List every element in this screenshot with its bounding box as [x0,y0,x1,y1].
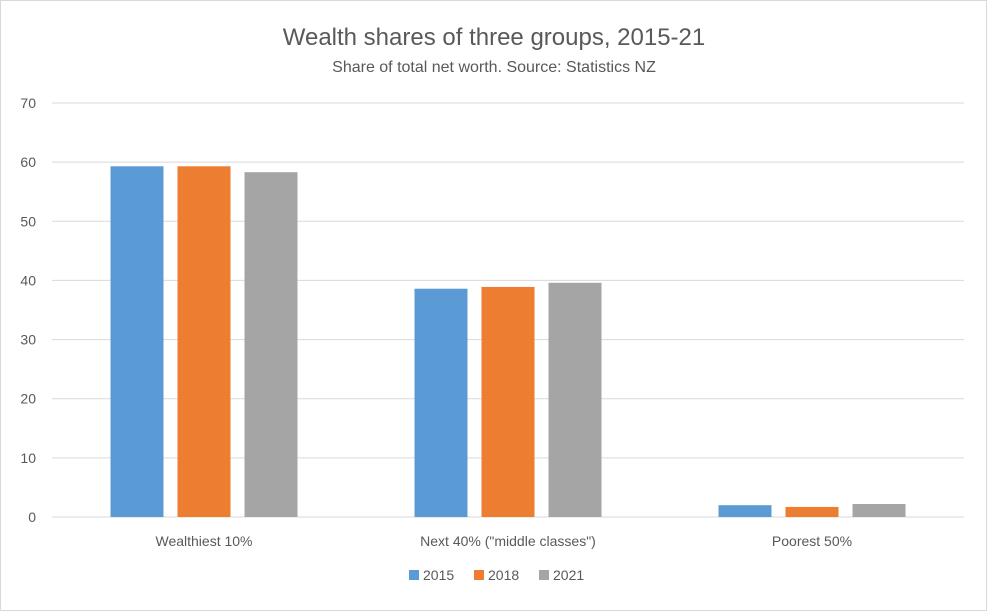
legend-swatch [539,570,549,580]
bar-2015-0 [110,166,164,518]
y-axis-ticks: 0 10 20 30 40 50 60 70 [20,95,36,525]
legend: 2015 2018 2021 [409,567,584,583]
y-tick-label: 70 [20,95,36,111]
y-tick-label: 60 [20,154,36,170]
legend-swatch [474,570,484,580]
bar-2015-1 [414,288,468,517]
bar-2021-1 [548,282,602,517]
x-category-label: Wealthiest 10% [155,533,252,549]
bars [110,166,906,518]
chart-title: Wealth shares of three groups, 2015-21 [283,24,705,51]
y-tick-label: 50 [20,213,36,229]
bar-2018-0 [177,166,231,518]
legend-label: 2021 [553,567,584,583]
x-category-label: Next 40% ("middle classes") [420,533,596,549]
y-tick-label: 0 [28,509,36,525]
legend-label: 2018 [488,567,519,583]
legend-label: 2015 [423,567,454,583]
x-axis-categories: Wealthiest 10% Next 40% ("middle classes"… [155,533,852,549]
chart-subtitle: Share of total net worth. Source: Statis… [332,59,656,76]
y-tick-label: 10 [20,450,36,466]
legend-swatch [409,570,419,580]
x-category-label: Poorest 50% [772,533,852,549]
bar-2021-0 [244,172,298,517]
bar-2018-2 [785,506,839,517]
y-tick-label: 30 [20,332,36,348]
bar-2015-2 [718,505,772,517]
bar-2018-1 [481,286,535,517]
bar-2021-2 [852,503,906,517]
y-tick-label: 40 [20,272,36,288]
y-tick-label: 20 [20,391,36,407]
